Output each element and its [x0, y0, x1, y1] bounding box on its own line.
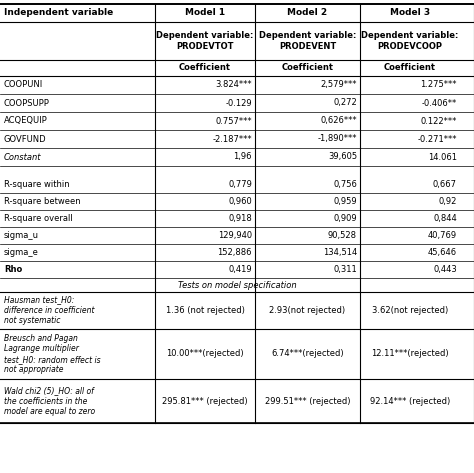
Text: 12.11***(rejected): 12.11***(rejected): [371, 350, 449, 359]
Text: Tests on model specification: Tests on model specification: [178, 280, 296, 289]
Text: 2.93(not rejected): 2.93(not rejected): [269, 306, 346, 315]
Text: Model 1: Model 1: [185, 9, 225, 18]
Text: 0.122***: 0.122***: [420, 116, 457, 125]
Text: -0.129: -0.129: [225, 98, 252, 107]
Text: -0.271***: -0.271***: [418, 134, 457, 143]
Text: 295.81*** (rejected): 295.81*** (rejected): [162, 396, 248, 405]
Text: COOPSUPP: COOPSUPP: [4, 98, 50, 107]
Text: Dependent variable:
PRODEVCOOP: Dependent variable: PRODEVCOOP: [361, 31, 459, 51]
Text: 3.824***: 3.824***: [215, 80, 252, 89]
Text: COOPUNI: COOPUNI: [4, 80, 43, 89]
Text: 10.00***(rejected): 10.00***(rejected): [166, 350, 244, 359]
Text: Hausman test_H0:
difference in coefficient
not systematic: Hausman test_H0: difference in coefficie…: [4, 296, 94, 325]
Text: -1,890***: -1,890***: [318, 134, 357, 143]
Text: 90,528: 90,528: [328, 231, 357, 240]
Text: -2.187***: -2.187***: [212, 134, 252, 143]
Text: 0,918: 0,918: [228, 214, 252, 223]
Text: 39,605: 39,605: [328, 152, 357, 161]
Text: 0,311: 0,311: [333, 265, 357, 274]
Text: ACQEQUIP: ACQEQUIP: [4, 116, 48, 125]
Text: Coefficient: Coefficient: [179, 63, 231, 72]
Text: Model 2: Model 2: [287, 9, 328, 18]
Text: Model 3: Model 3: [390, 9, 430, 18]
Text: 0,909: 0,909: [333, 214, 357, 223]
Text: 1,96: 1,96: [234, 152, 252, 161]
Text: 0,959: 0,959: [333, 197, 357, 206]
Text: GOVFUND: GOVFUND: [4, 134, 46, 143]
Text: 152,886: 152,886: [218, 248, 252, 257]
Text: R-square between: R-square between: [4, 197, 81, 206]
Text: 1.275***: 1.275***: [420, 80, 457, 89]
Text: R-square within: R-square within: [4, 180, 70, 189]
Text: 6.74***(rejected): 6.74***(rejected): [271, 350, 344, 359]
Text: 14.061: 14.061: [428, 152, 457, 161]
Text: -0.406**: -0.406**: [422, 98, 457, 107]
Text: 45,646: 45,646: [428, 248, 457, 257]
Text: 0,756: 0,756: [333, 180, 357, 189]
Text: 0,92: 0,92: [438, 197, 457, 206]
Text: 0,626***: 0,626***: [320, 116, 357, 125]
Text: Breusch and Pagan
Lagrange multiplier
test_H0: random effect is
not appropriate: Breusch and Pagan Lagrange multiplier te…: [4, 334, 100, 374]
Text: Coefficient: Coefficient: [384, 63, 436, 72]
Text: Dependent variable:
PRODEVENT: Dependent variable: PRODEVENT: [259, 31, 356, 51]
Text: Rho: Rho: [4, 265, 22, 274]
Text: 92.14*** (rejected): 92.14*** (rejected): [370, 396, 450, 405]
Text: 0,272: 0,272: [333, 98, 357, 107]
Text: 0,779: 0,779: [228, 180, 252, 189]
Text: 40,769: 40,769: [428, 231, 457, 240]
Text: Independent variable: Independent variable: [4, 9, 113, 18]
Text: 2,579***: 2,579***: [320, 80, 357, 89]
Text: 0,443: 0,443: [433, 265, 457, 274]
Text: 0,844: 0,844: [433, 214, 457, 223]
Text: 134,514: 134,514: [323, 248, 357, 257]
Text: 0,960: 0,960: [228, 197, 252, 206]
Text: 1.36 (not rejected): 1.36 (not rejected): [165, 306, 245, 315]
Text: 0,419: 0,419: [228, 265, 252, 274]
Text: Wald chi2 (5)_HO: all of
the coefficients in the
model are equal to zero: Wald chi2 (5)_HO: all of the coefficient…: [4, 386, 95, 416]
Text: Dependent variable:
PRODEVTOT: Dependent variable: PRODEVTOT: [156, 31, 254, 51]
Text: 299.51*** (rejected): 299.51*** (rejected): [265, 396, 350, 405]
Text: 129,940: 129,940: [218, 231, 252, 240]
Text: 0,667: 0,667: [433, 180, 457, 189]
Text: Coefficient: Coefficient: [282, 63, 334, 72]
Text: R-square overall: R-square overall: [4, 214, 73, 223]
Text: sigma_e: sigma_e: [4, 248, 39, 257]
Text: 0.757***: 0.757***: [215, 116, 252, 125]
Text: 3.62(not rejected): 3.62(not rejected): [372, 306, 448, 315]
Text: sigma_u: sigma_u: [4, 231, 39, 240]
Text: Constant: Constant: [4, 152, 42, 161]
